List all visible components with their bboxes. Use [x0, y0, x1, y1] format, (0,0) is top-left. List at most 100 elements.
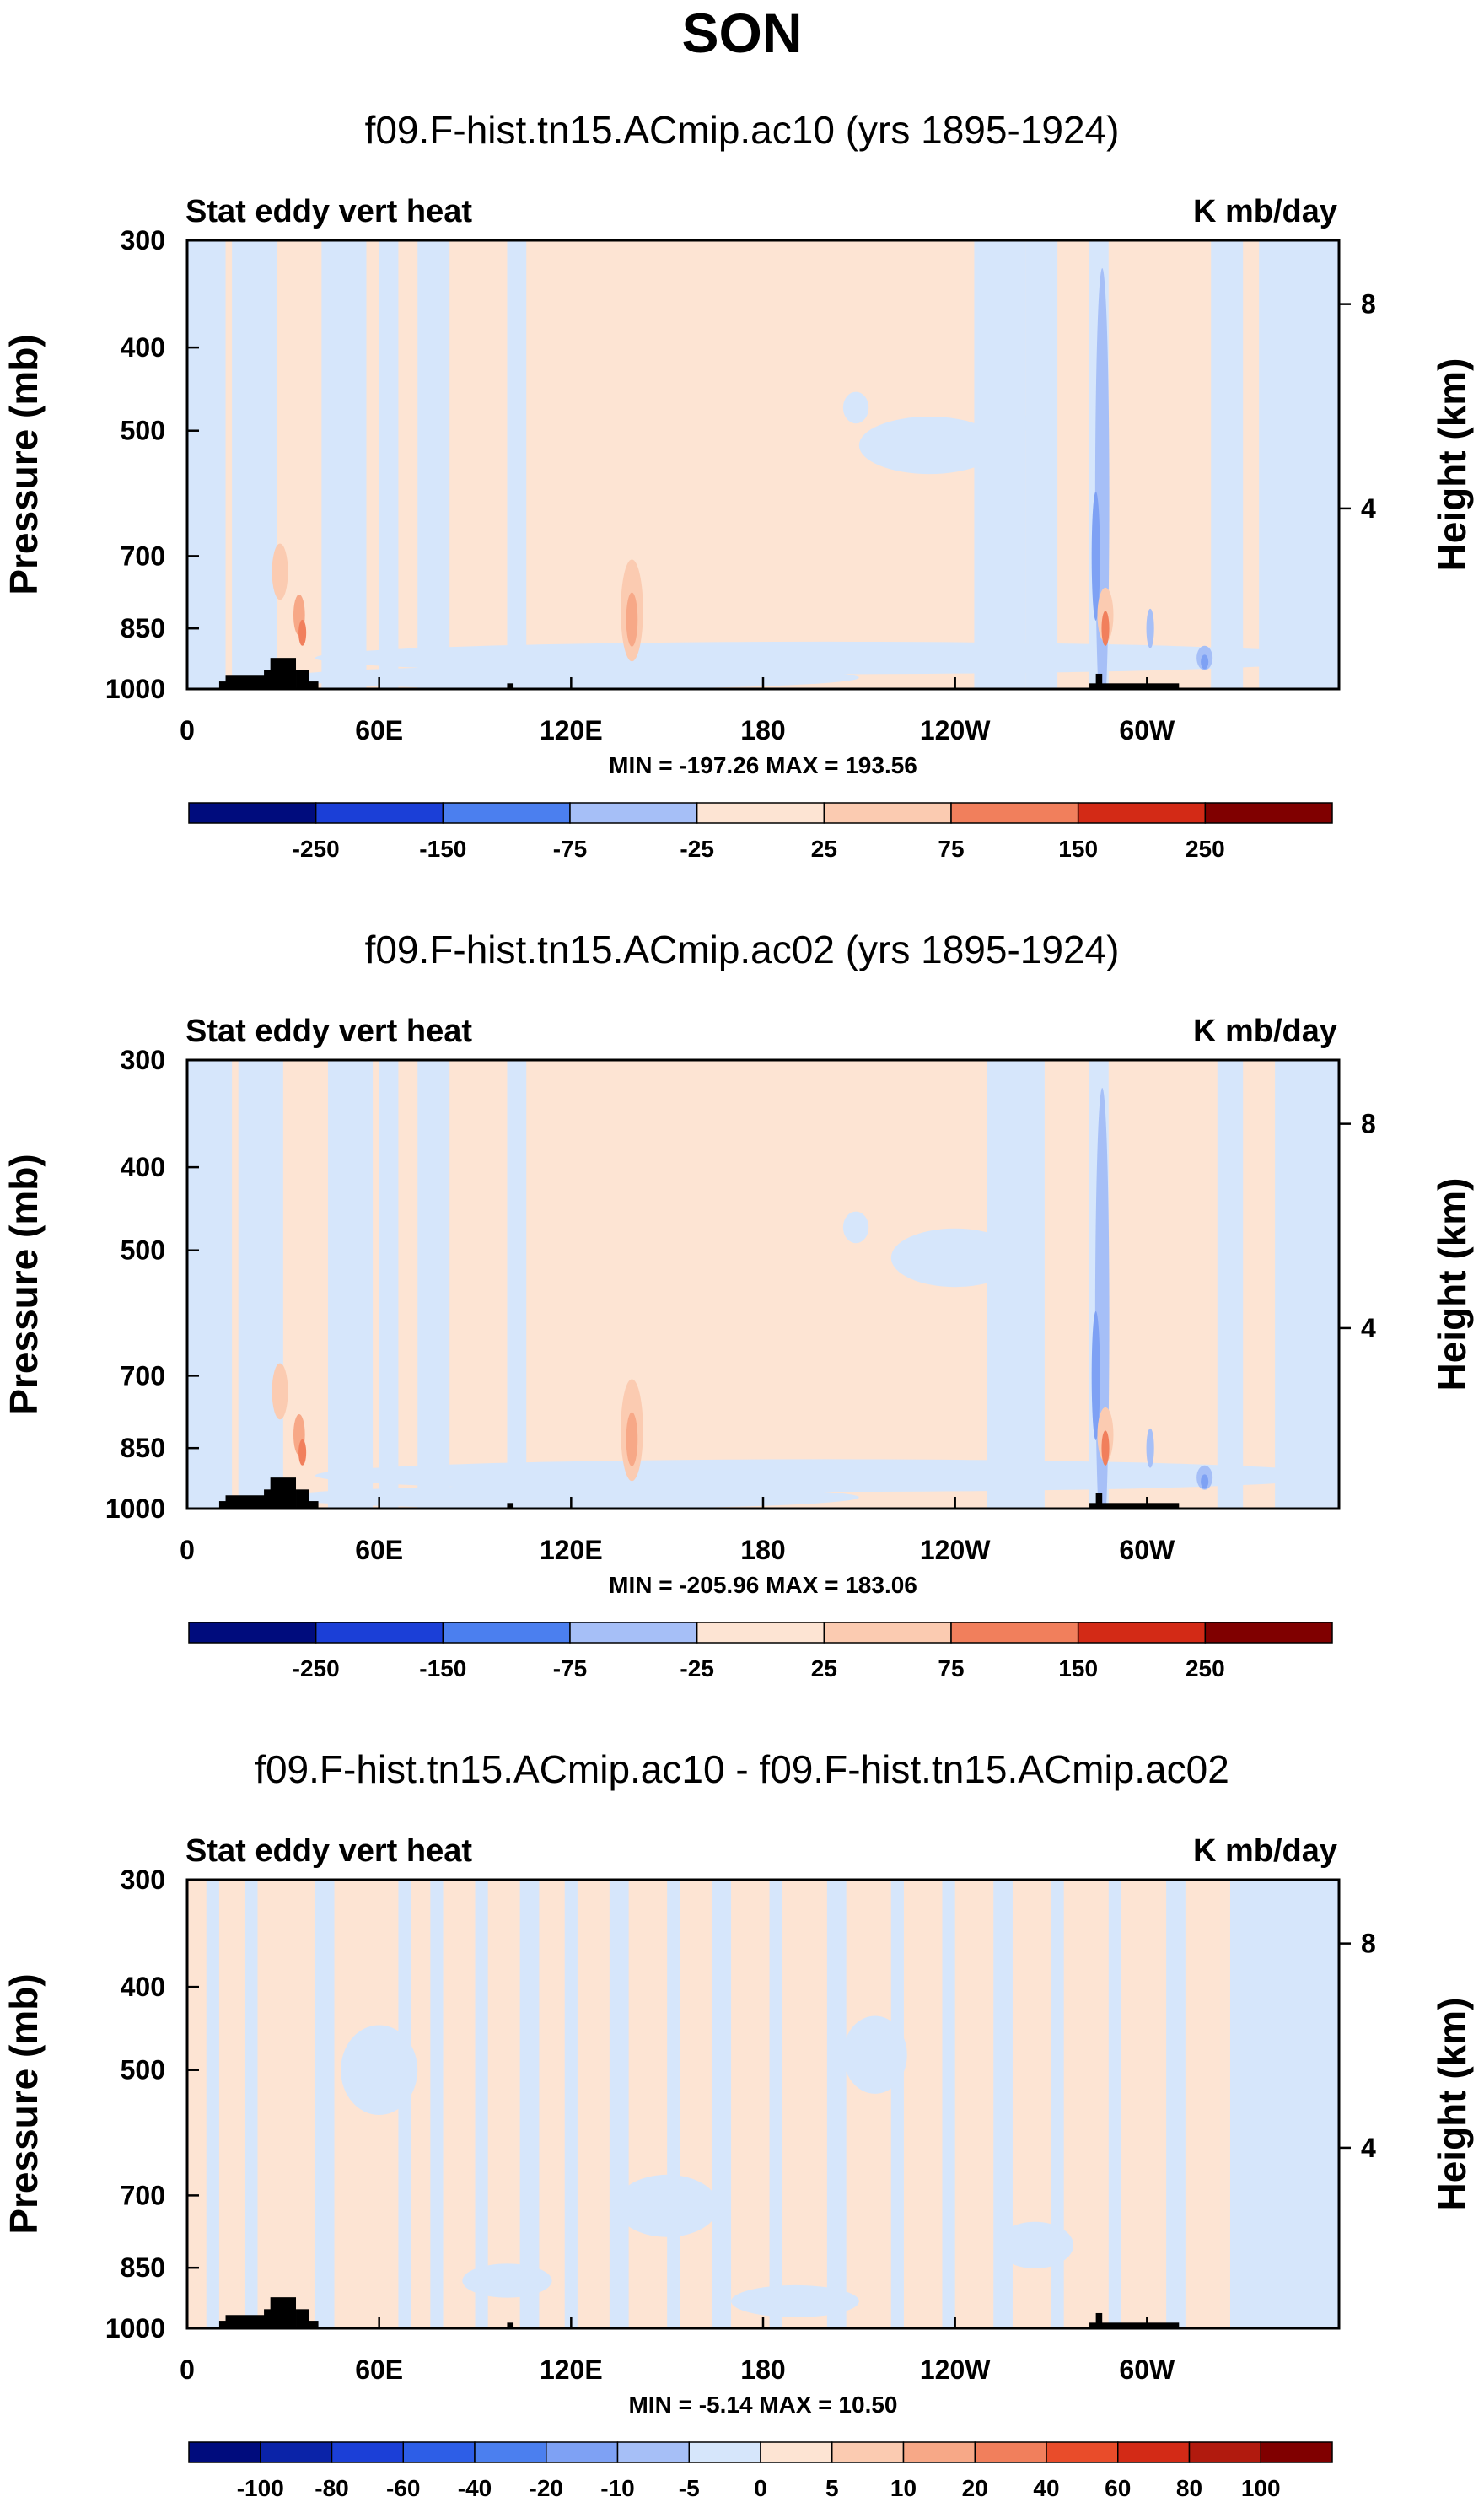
colorbar-swatch [315, 1622, 444, 1644]
variable-label: Stat eddy vert heat [186, 194, 472, 229]
contour-band [417, 240, 450, 689]
units-label: K mb/day [1193, 194, 1337, 229]
y-tick-label: 400 [121, 332, 165, 363]
topography-mask [302, 2321, 319, 2328]
colorbar-label: -10 [600, 2475, 634, 2501]
contour-field [187, 1880, 1339, 2328]
colorbar-swatch [950, 802, 1079, 824]
colorbar: -250 -150 -75 -25 25 75 150 250 [188, 802, 1333, 862]
colorbar: -250 -150 -75 -25 25 75 150 250 [188, 1622, 1333, 1682]
x-tick-label: 120W [920, 1535, 991, 1565]
panel-title: f09.F-hist.tn15.ACmip.ac10 (yrs 1895-192… [365, 108, 1120, 152]
colorbar-swatch [823, 802, 952, 824]
x-tick-label: 0 [180, 715, 195, 745]
colorbar-swatch [1204, 1622, 1333, 1644]
colorbar-label: 40 [1033, 2475, 1059, 2501]
topography-mask [1099, 2322, 1180, 2328]
colorbar-swatch [442, 802, 571, 824]
contour-band [398, 1880, 411, 2328]
colorbar: -100 -80 -60 -40 -20 -10 -5 0 5 10 20 40 60 80 100 [188, 2441, 1333, 2501]
y-tick-label: 300 [121, 225, 165, 256]
y-axis-right-label: Height (km) [1430, 1178, 1474, 1391]
colorbar-label: 150 [1058, 836, 1098, 862]
topography-mask [225, 2315, 271, 2328]
colorbar-label: 80 [1176, 2475, 1202, 2501]
panel-title: f09.F-hist.tn15.ACmip.ac02 (yrs 1895-192… [365, 928, 1120, 971]
contour-blob [996, 2221, 1074, 2269]
topography-mask [1095, 673, 1103, 689]
colorbar-swatch [188, 802, 317, 824]
colorbar-label: 250 [1186, 836, 1225, 862]
colorbar-swatch [950, 1622, 1079, 1644]
contour-band [826, 1880, 847, 2328]
contour-blob [842, 391, 869, 424]
contour-blob [315, 1459, 1339, 1493]
units-label: K mb/day [1193, 1833, 1337, 1869]
colorbar-label: -60 [386, 2475, 420, 2501]
colorbar-swatch [260, 2441, 333, 2463]
contour-band [187, 1060, 233, 1509]
colorbar-label: 100 [1241, 2475, 1281, 2501]
contour-blob [858, 416, 1000, 475]
panels: f09.F-hist.tn15.ACmip.ac10 (yrs 1895-192… [2, 108, 1474, 2501]
topography-mask [507, 1503, 514, 1509]
x-tick-label: 0 [180, 1535, 195, 1565]
contour-band [769, 1880, 782, 2328]
contour-blob [1091, 1310, 1100, 1440]
contour-band [667, 1880, 680, 2328]
x-tick-label: 120W [920, 715, 991, 745]
contour-band [238, 1060, 283, 1509]
contour-band [379, 1060, 399, 1509]
y-tick-label: 500 [121, 416, 165, 446]
colorbar-swatch [616, 2441, 690, 2463]
contour-band [507, 1060, 527, 1509]
contour-blob [1101, 1430, 1110, 1466]
contour-band [1108, 1880, 1121, 2328]
topography-mask [1099, 1503, 1180, 1509]
contour-band [417, 1060, 450, 1509]
contour-band [942, 1880, 955, 2328]
x-tick-label: 180 [740, 2354, 785, 2385]
colorbar-label: -25 [680, 1655, 713, 1682]
contour-field [187, 240, 1339, 689]
height-tick-label: 4 [1361, 1313, 1376, 1343]
colorbar-label: -150 [419, 836, 466, 862]
contour-blob [1101, 611, 1110, 646]
contour-band [1217, 1060, 1244, 1509]
colorbar-swatch [1077, 1622, 1207, 1644]
panel-1: f09.F-hist.tn15.ACmip.ac10 (yrs 1895-192… [2, 108, 1474, 862]
variable-label: Stat eddy vert heat [186, 1833, 472, 1869]
colorbar-label: -75 [553, 836, 587, 862]
contour-blob [977, 407, 1029, 439]
colorbar-swatch [1077, 802, 1207, 824]
contour-band [1259, 240, 1339, 689]
colorbar-label: -5 [679, 2475, 700, 2501]
topography-mask [225, 675, 271, 689]
colorbar-label: 150 [1058, 1655, 1098, 1682]
y-axis-right-label: Height (km) [1430, 1998, 1474, 2211]
y-tick-label: 500 [121, 2055, 165, 2085]
contour-band [1211, 240, 1244, 689]
topography-mask [1089, 2322, 1100, 2328]
panel-3: f09.F-hist.tn15.ACmip.ac10 - f09.F-hist.… [2, 1747, 1474, 2501]
height-tick-label: 8 [1361, 1929, 1376, 1959]
topography-mask [225, 1495, 271, 1509]
contour-band [993, 1880, 1013, 2328]
colorbar-swatch [1188, 2441, 1261, 2463]
topography-mask [1089, 1503, 1100, 1509]
colorbar-swatch [688, 2441, 761, 2463]
colorbar-swatch [331, 2441, 404, 2463]
x-tick-label: 60E [355, 715, 403, 745]
contour-blob [626, 592, 638, 647]
x-tick-label: 60W [1119, 715, 1175, 745]
colorbar-label: 20 [962, 2475, 988, 2501]
x-tick-label: 180 [740, 1535, 785, 1565]
colorbar-label: -250 [293, 1655, 340, 1682]
panel-2: f09.F-hist.tn15.ACmip.ac02 (yrs 1895-192… [2, 928, 1474, 1682]
contour-blob [842, 2015, 907, 2094]
y-tick-label: 700 [121, 2180, 165, 2210]
contour-band [245, 1880, 258, 2328]
topography-mask [270, 1477, 297, 1509]
contour-blob [1146, 1428, 1154, 1468]
x-tick-label: 120W [920, 2354, 991, 2385]
